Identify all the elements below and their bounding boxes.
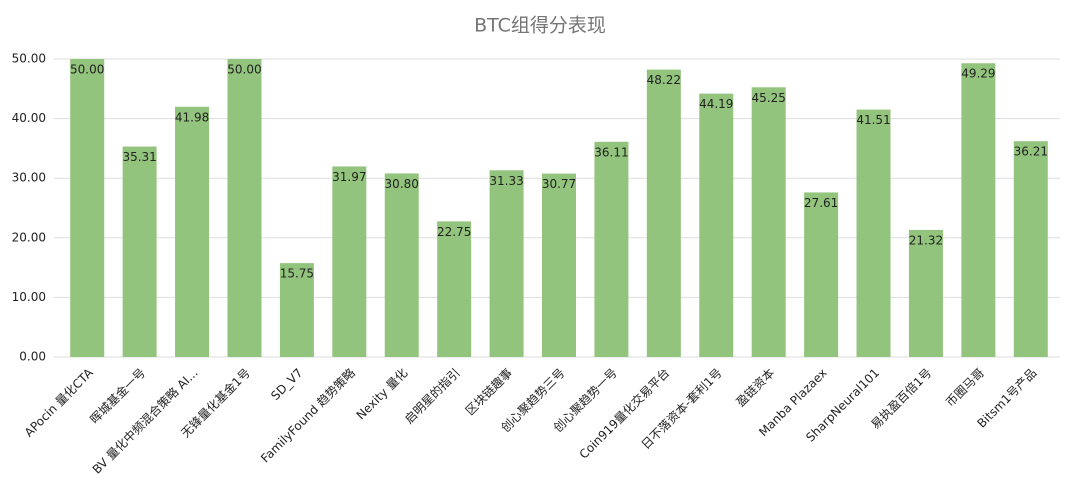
- bar: [175, 106, 210, 358]
- bar: [332, 166, 367, 357]
- x-tick-label: 币圈马哥: [943, 366, 987, 410]
- x-tick-label: Nexity 量化: [354, 366, 411, 423]
- bar: [646, 69, 681, 358]
- bar: [70, 59, 105, 357]
- x-tick-label: 启明星的指引: [401, 365, 463, 427]
- y-tick-label: 40.00: [12, 111, 46, 125]
- bar: [856, 109, 891, 357]
- value-label: 31.97: [332, 170, 366, 184]
- value-label: 15.75: [280, 267, 314, 281]
- x-tick-label: BV 量化中频混合策略 AI...: [89, 365, 201, 477]
- x-tick-label: FamilyFound 趋势策略: [257, 365, 357, 465]
- value-label: 31.33: [489, 174, 523, 188]
- bar: [699, 93, 734, 358]
- value-label: 50.00: [227, 63, 261, 77]
- value-label: 41.98: [175, 110, 209, 124]
- value-label: 41.51: [856, 113, 890, 127]
- value-label: 35.31: [122, 150, 156, 164]
- x-tick-label: SD_V7: [268, 366, 305, 403]
- x-tick-label: APocin 量化CTA: [22, 365, 97, 440]
- value-label: 30.80: [385, 177, 419, 191]
- bar: [279, 263, 314, 357]
- bar: [489, 170, 524, 357]
- value-label: 45.25: [752, 91, 786, 105]
- bar: [594, 141, 629, 357]
- bar: [437, 221, 472, 357]
- bar: [908, 229, 943, 357]
- bar: [542, 173, 576, 357]
- bar: [1013, 141, 1048, 357]
- y-tick-label: 50.00: [12, 52, 46, 66]
- value-label: 44.19: [699, 97, 733, 111]
- value-label: 22.75: [437, 225, 471, 239]
- value-label: 27.61: [804, 196, 838, 210]
- value-label: 50.00: [70, 63, 104, 77]
- value-label: 30.77: [542, 177, 576, 191]
- y-tick-label: 20.00: [12, 230, 46, 244]
- bar: [804, 192, 839, 357]
- value-label: 36.21: [1014, 145, 1048, 159]
- chart-title: BTC组得分表现: [474, 15, 606, 37]
- x-tick-label: 盈链资本: [733, 365, 778, 410]
- bar: [122, 146, 157, 357]
- y-tick-label: 30.00: [12, 171, 46, 185]
- bar: [227, 59, 262, 357]
- bar: [961, 63, 996, 358]
- value-label: 49.29: [961, 67, 995, 81]
- bar: [751, 87, 786, 357]
- y-tick-label: 0.00: [19, 350, 46, 364]
- bar: [384, 173, 419, 357]
- x-tick-label: 区块链趣事: [462, 365, 515, 418]
- value-label: 21.32: [909, 233, 943, 247]
- y-tick-label: 10.00: [12, 290, 46, 304]
- x-tick-label: Coin919量化交易平台: [576, 365, 673, 462]
- value-label: 48.22: [647, 73, 681, 87]
- value-label: 36.11: [594, 145, 628, 159]
